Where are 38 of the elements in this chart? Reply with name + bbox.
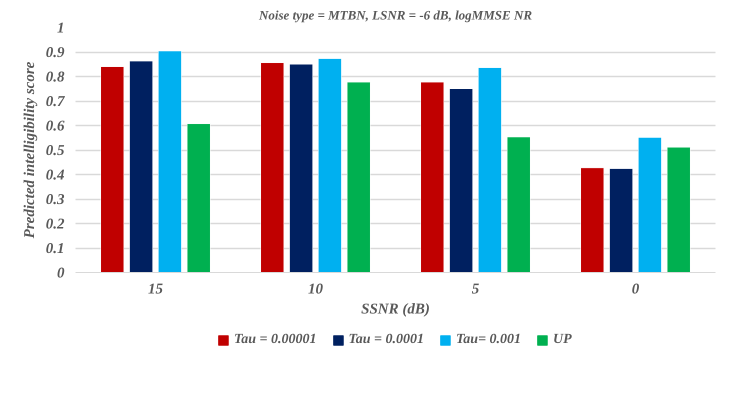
bar [580, 168, 604, 272]
bar [158, 50, 182, 272]
x-tick-label: 15 [148, 282, 164, 298]
y-tick-label: 0.7 [46, 94, 65, 110]
bar [100, 66, 124, 272]
bar [260, 62, 284, 272]
x-tick-label: 5 [472, 282, 480, 298]
y-tick-label: 1 [57, 20, 64, 36]
y-tick-label: 0.2 [46, 216, 65, 232]
bar [449, 88, 473, 272]
bar [186, 124, 210, 272]
bar [129, 60, 153, 272]
bar [318, 58, 342, 272]
bar [638, 137, 662, 272]
y-tick-label: 0.1 [46, 241, 64, 257]
x-axis-title: SSNR (dB) [361, 302, 430, 318]
y-tick-label: 0.4 [46, 168, 65, 184]
y-tick-label: 0.6 [46, 118, 65, 134]
y-axis-title: Predicted intelligibility score [22, 61, 38, 238]
legend-label: Tau= 0.001 [456, 332, 522, 348]
y-tick-label: 0 [57, 266, 65, 282]
y-tick-label: 0.5 [46, 143, 65, 159]
chart-title: Noise type = MTBN, LSNR = -6 dB, logMMSE NR [258, 8, 532, 22]
bar [478, 67, 502, 272]
legend-label: Tau = 0.0001 [348, 332, 424, 348]
bar [420, 82, 444, 272]
bar [289, 64, 313, 272]
bar [609, 168, 633, 272]
legend-label: Tau = 0.00001 [234, 332, 316, 348]
y-tick-label: 0.3 [46, 192, 65, 208]
legend-label: UP [553, 332, 573, 348]
bar [666, 147, 690, 272]
x-tick-label: 10 [308, 282, 324, 298]
bar [506, 136, 530, 272]
y-tick-label: 0.8 [46, 70, 65, 86]
bar [346, 82, 370, 272]
x-tick-label: 0 [632, 282, 640, 298]
y-tick-label: 0.9 [46, 45, 65, 61]
